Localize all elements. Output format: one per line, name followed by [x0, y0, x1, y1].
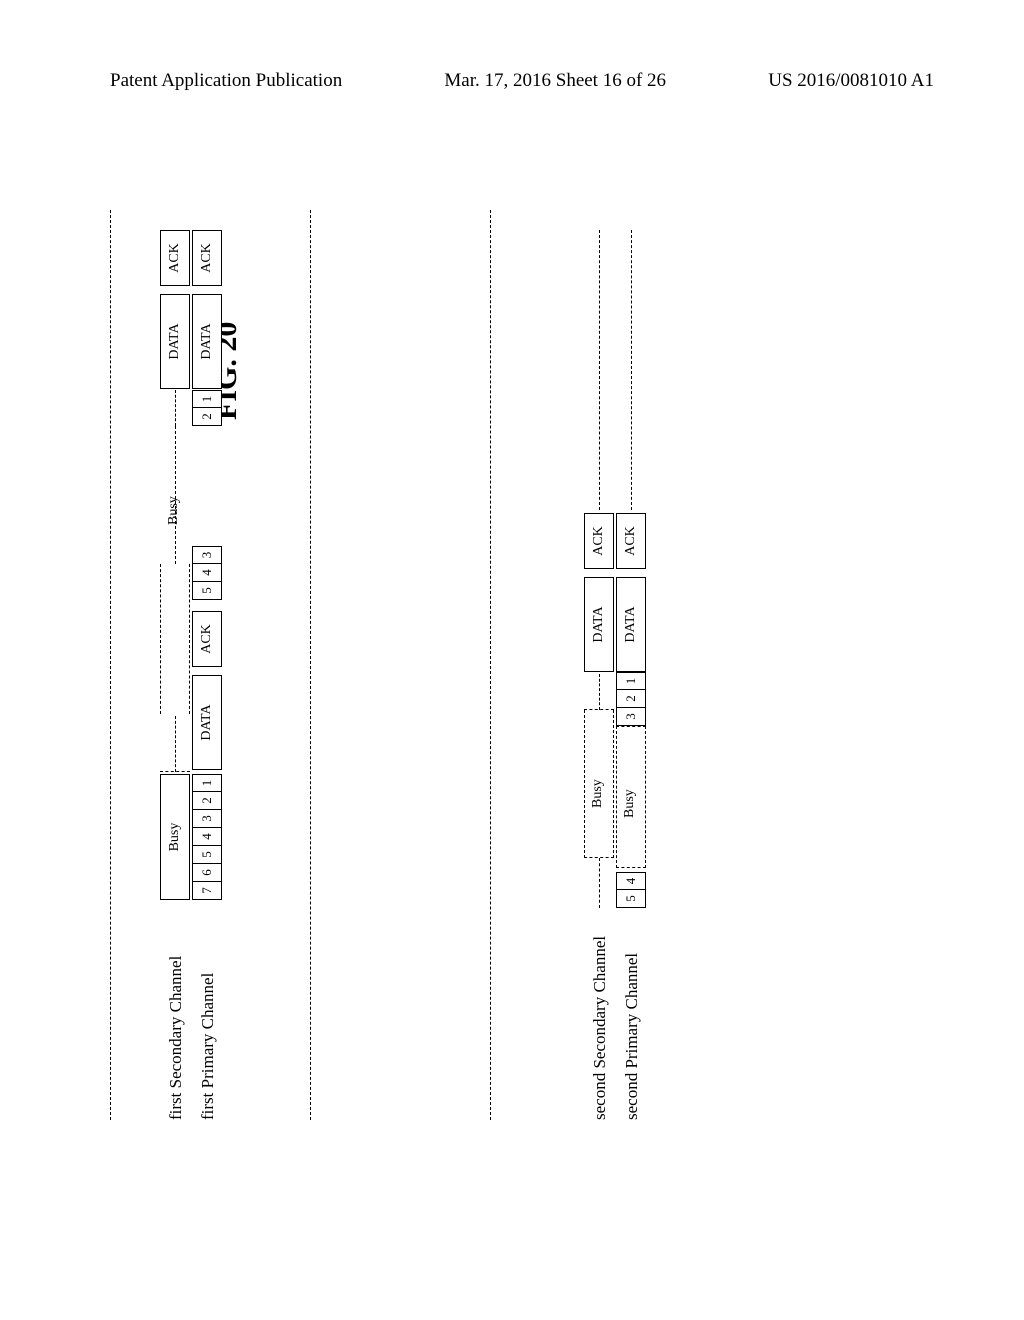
header-right: US 2016/0081010 A1	[768, 70, 934, 92]
bottom-dash-line	[490, 210, 491, 1120]
pri2-dash-tail	[631, 230, 632, 510]
sec1-dash2	[175, 426, 176, 564]
pri1-slot-2: 2	[192, 792, 222, 810]
second-secondary-row: second Secondary Channel Busy DATA ACK	[584, 200, 616, 1120]
sec2-ack: ACK	[584, 513, 614, 569]
timing-diagram: first Secondary Channel Busy Busy DATA A…	[140, 200, 568, 1120]
sec2-dash-tail	[599, 230, 600, 510]
second-secondary-label: second Secondary Channel	[590, 930, 610, 1120]
pri2-slot-5: 5	[616, 890, 646, 908]
first-secondary-lane: Busy Busy DATA ACK	[160, 200, 192, 930]
pri1-data1: DATA	[192, 675, 222, 770]
second-secondary-lane: Busy DATA ACK	[584, 200, 616, 930]
pri1-slot-5: 5	[192, 846, 222, 864]
pri1-slot-6: 6	[192, 864, 222, 882]
pri1-slot2-5: 5	[192, 582, 222, 600]
header-center: Mar. 17, 2016 Sheet 16 of 26	[444, 70, 666, 92]
sec1-busy2-text: Busy	[166, 496, 182, 525]
sec2-vdash1	[584, 857, 614, 858]
sec1-busy-block: Busy	[160, 774, 190, 900]
sec2-dash1	[599, 674, 600, 710]
pri2-slot-4: 4	[616, 872, 646, 890]
pri1-ack1: ACK	[192, 611, 222, 667]
first-channel-group: first Secondary Channel Busy Busy DATA A…	[160, 200, 224, 1120]
pri1-slot-4: 4	[192, 828, 222, 846]
pri2-slot-1: 1	[616, 672, 646, 690]
sec1-dash1	[175, 716, 176, 772]
second-primary-label: second Primary Channel	[622, 930, 642, 1120]
second-primary-row: second Primary Channel 5 4 Busy 3 2 1 DA…	[616, 200, 648, 1120]
sec1-dashrect1	[160, 564, 190, 714]
mid-dash-line	[310, 210, 311, 1120]
first-primary-lane: 7 6 5 4 3 2 1 DATA ACK 5 4 3 2 1 D	[192, 200, 224, 930]
sec2-dash0	[599, 858, 600, 908]
pri1-ack2: ACK	[192, 230, 222, 286]
pri2-slot-3: 3	[616, 708, 646, 726]
top-dash-line	[110, 210, 111, 1120]
pri1-data2: DATA	[192, 294, 222, 389]
second-primary-lane: 5 4 Busy 3 2 1 DATA ACK	[616, 200, 648, 930]
pri1-slot-3: 3	[192, 810, 222, 828]
first-primary-row: first Primary Channel 7 6 5 4 3 2 1 DATA…	[192, 200, 224, 1120]
pri2-busy-text: Busy	[622, 789, 638, 818]
second-channel-group: second Secondary Channel Busy DATA ACK s…	[584, 200, 648, 1120]
pri1-slot2-3: 3	[192, 546, 222, 564]
sec1-data2: DATA	[160, 294, 190, 389]
sec1-ack2: ACK	[160, 230, 190, 286]
pri1-slot3-1: 1	[192, 390, 222, 408]
pri1-slot-7: 7	[192, 882, 222, 900]
sec1-vdash1	[160, 771, 190, 772]
sec2-data: DATA	[584, 577, 614, 672]
pri2-ack: ACK	[616, 513, 646, 569]
pri1-slot2-4: 4	[192, 564, 222, 582]
page-header: Patent Application Publication Mar. 17, …	[0, 70, 1024, 92]
pri2-slot-2: 2	[616, 690, 646, 708]
pri1-slot3-2: 2	[192, 408, 222, 426]
header-left: Patent Application Publication	[110, 70, 342, 92]
sec2-busy-text: Busy	[590, 779, 606, 808]
first-secondary-row: first Secondary Channel Busy Busy DATA A…	[160, 200, 192, 1120]
sec1-dash3	[175, 390, 176, 426]
first-primary-label: first Primary Channel	[198, 930, 218, 1120]
pri2-data: DATA	[616, 577, 646, 672]
pri1-slot-1: 1	[192, 774, 222, 792]
first-secondary-label: first Secondary Channel	[166, 930, 186, 1120]
